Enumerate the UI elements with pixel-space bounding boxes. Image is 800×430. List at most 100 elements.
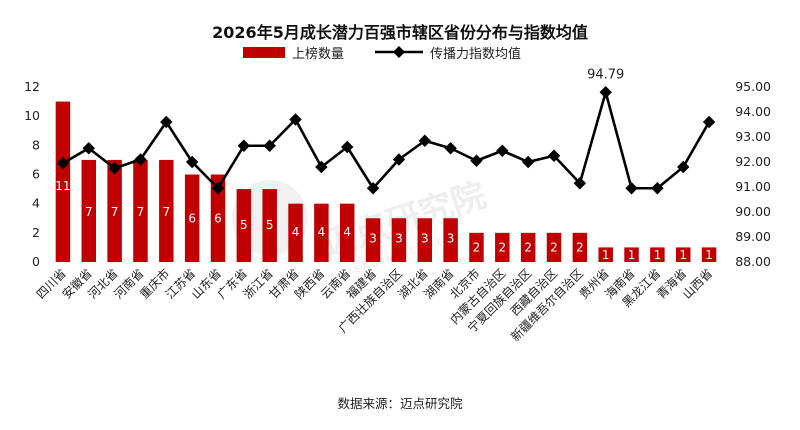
bar-value-label: 5: [266, 218, 274, 232]
bar-value-label: 7: [162, 205, 170, 219]
bar-value-label: 1: [602, 248, 610, 262]
bar: [314, 203, 329, 262]
bar-value-label: 1: [679, 248, 687, 262]
line-point: [341, 140, 354, 154]
line-point: [211, 182, 225, 195]
legend: 上榜数量 传播力指数均值: [243, 46, 521, 62]
bar: [210, 174, 226, 262]
right-tick-label: 91.00: [735, 179, 771, 194]
bar: [520, 232, 536, 262]
line-series: [56, 86, 716, 195]
bar-value-label: 3: [395, 231, 403, 245]
bar: [469, 232, 484, 262]
bar: [675, 247, 691, 262]
right-tick-label: 93.00: [735, 129, 771, 144]
bar-value-label: 2: [550, 240, 558, 254]
legend-bar-label: 上榜数量: [292, 46, 344, 62]
bar-value-label: 7: [111, 205, 119, 219]
right-tick-label: 88.00: [735, 254, 771, 269]
source-note: 数据来源：迈点研究院: [337, 396, 463, 411]
bar-value-label: 4: [343, 225, 351, 239]
bar: [339, 203, 355, 262]
annotations: 94.79: [587, 67, 624, 82]
left-tick-label: 8: [32, 137, 40, 152]
bar-value-label: 7: [85, 205, 93, 219]
bar: [159, 159, 174, 262]
line-point: [547, 149, 561, 162]
bar: [443, 218, 458, 262]
chart-title: 2026年5月成长潜力百强市辖区省份分布与指数均值: [212, 23, 588, 42]
line-point: [366, 182, 380, 195]
line-point: [134, 153, 147, 166]
line-point: [82, 142, 95, 155]
bar: [236, 189, 252, 262]
bar-value-label: 2: [524, 240, 532, 254]
line-point: [677, 160, 690, 174]
left-tick-label: 10: [24, 108, 40, 123]
bar: [391, 218, 407, 262]
bar-value-label: 2: [576, 240, 584, 254]
line-point: [56, 157, 70, 170]
bar: [417, 218, 433, 262]
bar-series: [55, 101, 717, 262]
left-tick-label: 6: [32, 167, 40, 182]
line-point: [625, 182, 638, 195]
legend-line-marker: [393, 46, 405, 58]
bar: [262, 189, 277, 262]
bar: [55, 101, 71, 262]
bar: [133, 159, 148, 262]
bar: [598, 247, 613, 262]
line-point: [315, 160, 328, 174]
right-tick-label: 94.00: [735, 104, 771, 119]
line-point: [418, 134, 431, 147]
bar-value-label: 1: [705, 248, 713, 262]
line-point: [521, 155, 535, 169]
bar: [184, 174, 200, 262]
right-tick-label: 89.00: [735, 229, 771, 244]
bar-value-label: 6: [214, 212, 222, 226]
bar-value-label: 4: [292, 225, 300, 239]
bar-value-label: 1: [628, 248, 636, 262]
bar-value-label: 6: [188, 212, 196, 226]
bar: [650, 247, 665, 262]
line-point: [496, 144, 509, 157]
bar: [288, 203, 303, 262]
line-point: [185, 155, 199, 169]
bar: [495, 232, 510, 262]
line-point: [263, 139, 276, 152]
bar: [107, 159, 122, 262]
bar: [624, 247, 639, 262]
bar-value-label: 4: [318, 225, 326, 239]
line-point: [651, 182, 664, 195]
legend-bar-swatch: [243, 47, 285, 58]
line-point: [573, 177, 587, 190]
bar-value-label: 11: [55, 179, 70, 193]
left-axis: 0 2 4 6 8 10 12: [24, 79, 40, 269]
bar: [365, 218, 381, 262]
line-point: [470, 154, 483, 167]
bar-value-label: 2: [473, 240, 481, 254]
right-axis: 88.00 89.00 90.00 91.00 92.00 93.00 94.00 95.00: [735, 79, 771, 269]
category-label: 山西省: [680, 266, 715, 301]
index-line: [62, 90, 711, 190]
line-point: [160, 115, 173, 129]
bar-labels: 117 7 7 7 6 6 5 5 4 4 4 3 3 3 32 2 2 2 21 1 1 1 1: [55, 179, 713, 262]
bar-value-label: 3: [421, 231, 429, 245]
bar-value-label: 3: [447, 231, 455, 245]
left-tick-label: 4: [32, 196, 40, 211]
line-point: [237, 139, 251, 152]
bar: [546, 232, 562, 262]
bar-value-label: 1: [654, 248, 662, 262]
right-tick-label: 92.00: [735, 154, 771, 169]
legend-line-label: 传播力指数均值: [430, 46, 521, 62]
peak-value-label: 94.79: [587, 67, 624, 82]
line-point: [702, 115, 716, 129]
left-tick-label: 0: [32, 254, 40, 269]
line-point: [599, 86, 612, 99]
right-tick-label: 90.00: [735, 204, 771, 219]
line-point: [108, 162, 121, 175]
bar-value-label: 2: [498, 240, 506, 254]
bar: [572, 232, 588, 262]
bar-value-label: 3: [369, 231, 377, 245]
category-axis: 四川省安徽省河北省河南省重庆市江苏省山东省广东省浙江省甘肃省陕西省云南省福建省广…: [34, 266, 716, 344]
